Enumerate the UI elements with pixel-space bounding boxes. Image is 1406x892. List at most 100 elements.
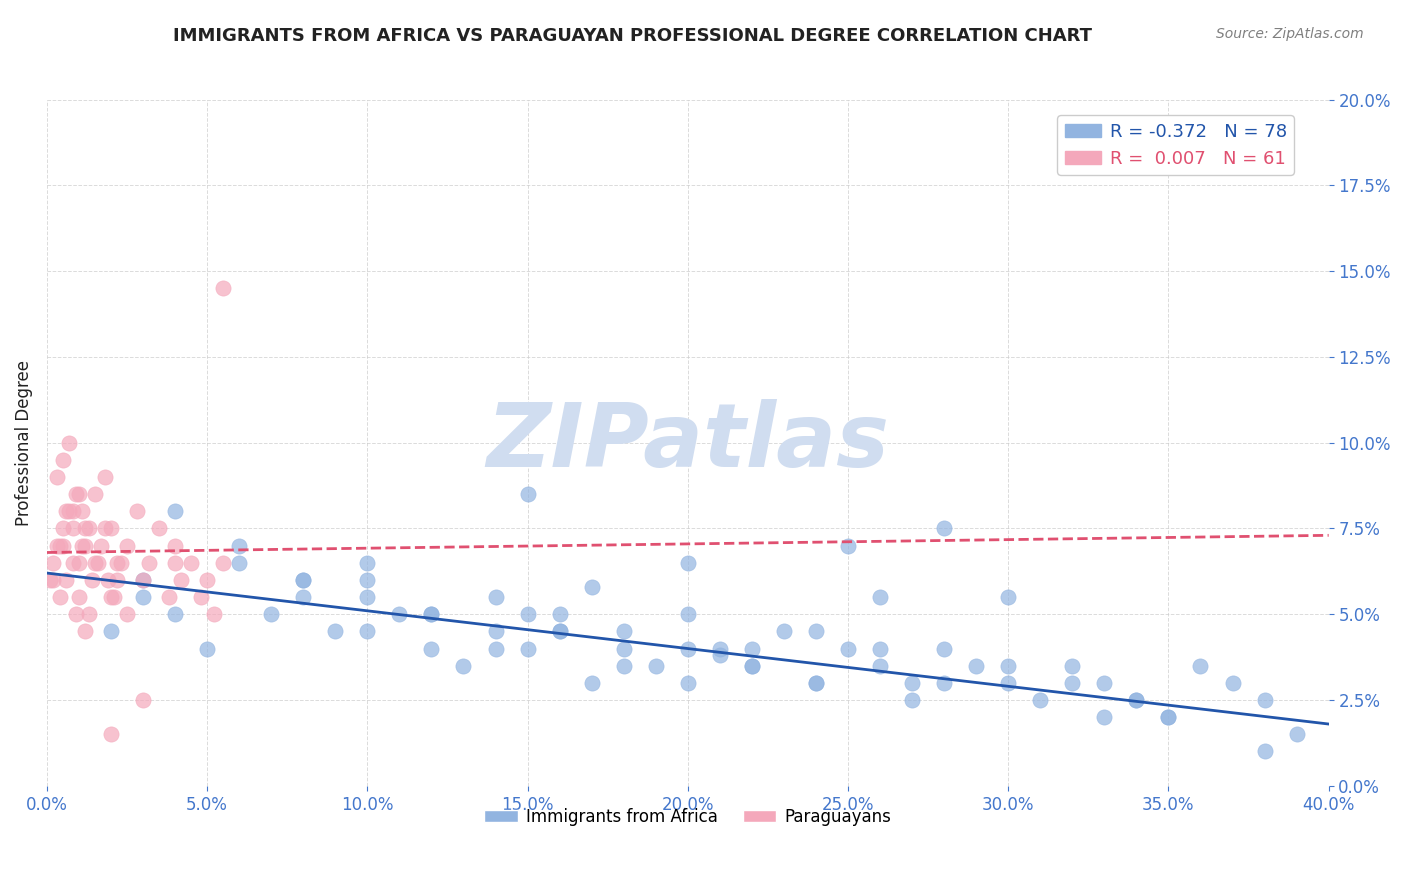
Point xyxy=(804,676,827,690)
Point xyxy=(932,641,955,656)
Point xyxy=(932,676,955,690)
Point xyxy=(1253,693,1275,707)
Point xyxy=(292,573,315,587)
Point xyxy=(613,641,636,656)
Point xyxy=(420,641,443,656)
Point xyxy=(228,539,250,553)
Point xyxy=(420,607,443,622)
Point xyxy=(1029,693,1052,707)
Point xyxy=(65,607,87,622)
Point xyxy=(132,693,155,707)
Point xyxy=(80,573,103,587)
Text: ZIPatlas: ZIPatlas xyxy=(486,400,889,486)
Point xyxy=(180,556,202,570)
Point xyxy=(965,658,987,673)
Point xyxy=(132,573,155,587)
Point xyxy=(1125,693,1147,707)
Point xyxy=(132,590,155,604)
Point xyxy=(165,556,187,570)
Point xyxy=(70,504,93,518)
Point xyxy=(42,556,65,570)
Point xyxy=(195,573,218,587)
Point xyxy=(613,624,636,639)
Point xyxy=(62,504,84,518)
Point xyxy=(484,590,506,604)
Point xyxy=(773,624,796,639)
Point xyxy=(105,556,128,570)
Point xyxy=(190,590,212,604)
Point xyxy=(1285,727,1308,741)
Point xyxy=(52,453,75,467)
Point xyxy=(581,580,603,594)
Point xyxy=(676,556,699,570)
Point xyxy=(1189,658,1212,673)
Point xyxy=(388,607,411,622)
Point xyxy=(100,624,122,639)
Point xyxy=(110,556,132,570)
Y-axis label: Professional Degree: Professional Degree xyxy=(15,359,32,525)
Point xyxy=(212,556,235,570)
Point xyxy=(1157,710,1180,724)
Point xyxy=(516,641,538,656)
Point xyxy=(420,607,443,622)
Point xyxy=(1092,710,1115,724)
Point xyxy=(676,676,699,690)
Text: Source: ZipAtlas.com: Source: ZipAtlas.com xyxy=(1216,27,1364,41)
Point xyxy=(62,521,84,535)
Point xyxy=(516,607,538,622)
Point xyxy=(516,487,538,501)
Point xyxy=(67,487,90,501)
Point xyxy=(67,590,90,604)
Point xyxy=(1222,676,1244,690)
Point xyxy=(48,590,70,604)
Point xyxy=(105,573,128,587)
Point xyxy=(356,573,378,587)
Point xyxy=(581,676,603,690)
Point xyxy=(997,590,1019,604)
Point xyxy=(1125,693,1147,707)
Point xyxy=(323,624,346,639)
Point xyxy=(292,590,315,604)
Point xyxy=(804,676,827,690)
Point xyxy=(676,641,699,656)
Point xyxy=(55,504,77,518)
Point xyxy=(70,539,93,553)
Point xyxy=(75,624,97,639)
Point xyxy=(93,521,115,535)
Point xyxy=(1092,676,1115,690)
Point xyxy=(1062,658,1084,673)
Point xyxy=(42,573,65,587)
Point xyxy=(260,607,283,622)
Point xyxy=(77,521,100,535)
Point xyxy=(87,556,110,570)
Point xyxy=(869,641,891,656)
Point xyxy=(100,590,122,604)
Point xyxy=(52,521,75,535)
Point xyxy=(548,624,571,639)
Point xyxy=(804,624,827,639)
Point xyxy=(52,539,75,553)
Point xyxy=(75,539,97,553)
Point xyxy=(100,727,122,741)
Point xyxy=(75,521,97,535)
Point xyxy=(741,641,763,656)
Point xyxy=(676,607,699,622)
Point xyxy=(228,556,250,570)
Point xyxy=(90,539,112,553)
Point xyxy=(709,648,731,663)
Point xyxy=(741,658,763,673)
Point xyxy=(93,470,115,484)
Point xyxy=(48,539,70,553)
Point xyxy=(202,607,225,622)
Point xyxy=(67,556,90,570)
Point xyxy=(170,573,193,587)
Legend: Immigrants from Africa, Paraguayans: Immigrants from Africa, Paraguayans xyxy=(478,801,898,832)
Point xyxy=(62,556,84,570)
Point xyxy=(869,658,891,673)
Point xyxy=(356,556,378,570)
Point xyxy=(644,658,666,673)
Point xyxy=(100,521,122,535)
Point xyxy=(1157,710,1180,724)
Point xyxy=(741,658,763,673)
Point xyxy=(869,590,891,604)
